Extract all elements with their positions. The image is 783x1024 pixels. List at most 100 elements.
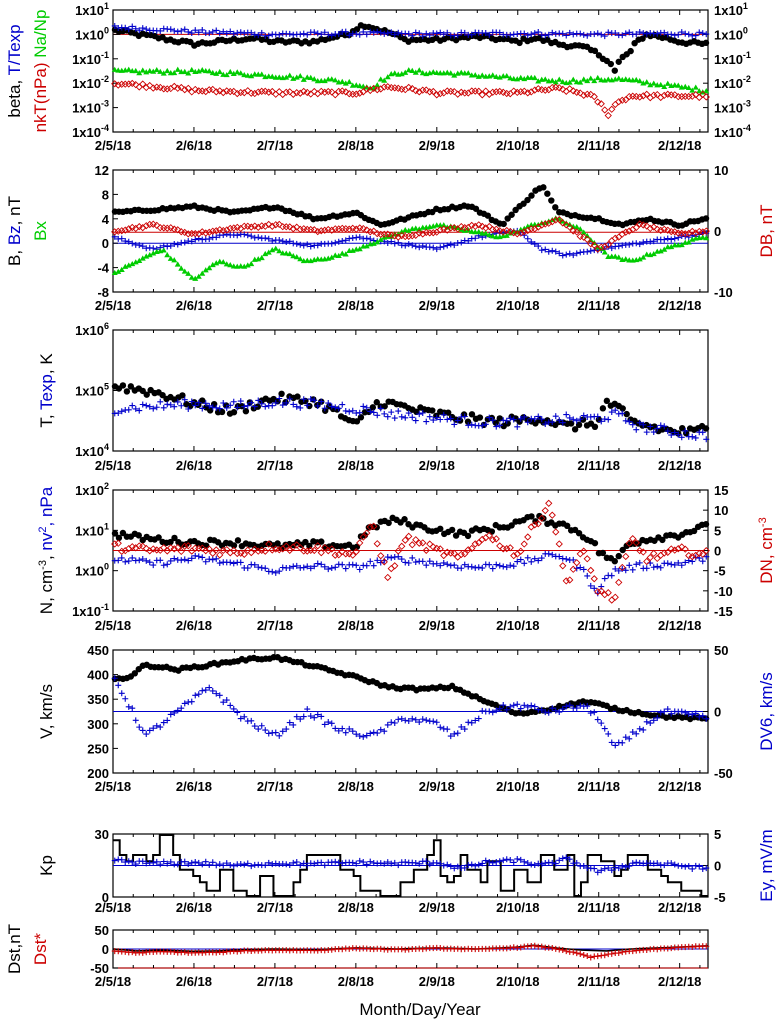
data-point bbox=[213, 555, 220, 562]
y-axis-title: T, Texp, K bbox=[37, 353, 56, 428]
data-point bbox=[226, 224, 234, 233]
data-point bbox=[380, 83, 388, 91]
data-point bbox=[402, 858, 409, 865]
data-point bbox=[419, 716, 426, 723]
data-point bbox=[486, 414, 493, 421]
data-point bbox=[185, 406, 192, 413]
data-point bbox=[594, 588, 602, 596]
data-point bbox=[524, 533, 532, 541]
data-point bbox=[475, 715, 482, 722]
data-point bbox=[583, 235, 591, 244]
data-point bbox=[678, 562, 685, 569]
data-point bbox=[304, 402, 311, 409]
data-point bbox=[514, 76, 521, 82]
data-point bbox=[136, 407, 143, 414]
data-point bbox=[356, 539, 364, 547]
data-point bbox=[136, 27, 143, 34]
data-point bbox=[685, 710, 692, 717]
y-tick-label: 1x105 bbox=[75, 382, 109, 399]
data-point bbox=[552, 79, 559, 85]
data-point bbox=[213, 234, 220, 241]
data-point bbox=[584, 703, 591, 710]
data-point bbox=[192, 552, 199, 559]
data-point bbox=[332, 858, 339, 865]
data-point bbox=[135, 83, 143, 91]
data-point bbox=[668, 945, 675, 952]
data-point bbox=[205, 86, 213, 94]
data-point bbox=[223, 226, 231, 234]
data-point bbox=[139, 80, 147, 88]
y-axis-title-2: Dst* bbox=[31, 933, 50, 966]
data-point bbox=[696, 863, 703, 870]
data-point bbox=[636, 859, 643, 866]
data-point bbox=[149, 84, 157, 92]
data-point bbox=[220, 699, 227, 706]
data-point bbox=[402, 226, 409, 233]
data-point bbox=[484, 212, 492, 219]
data-point bbox=[384, 74, 391, 80]
data-point bbox=[293, 254, 300, 260]
data-point bbox=[213, 949, 220, 956]
data-point bbox=[318, 538, 325, 545]
data-point bbox=[482, 87, 490, 95]
data-point bbox=[429, 543, 437, 551]
data-point bbox=[269, 237, 276, 244]
data-point bbox=[493, 561, 500, 568]
data-point bbox=[479, 422, 486, 429]
data-point bbox=[599, 549, 607, 557]
data-point bbox=[675, 431, 682, 438]
panel-p1: 2/5/18 2/6/18 2/7/18 2/8/18 2/9/18 2/10/18 2/1… bbox=[5, 1, 751, 153]
data-point bbox=[577, 30, 584, 37]
data-point bbox=[314, 227, 322, 236]
data-point bbox=[192, 236, 199, 243]
data-point bbox=[538, 221, 546, 229]
data-point bbox=[212, 546, 220, 554]
data-point bbox=[384, 30, 391, 37]
data-point bbox=[591, 539, 599, 547]
data-point bbox=[345, 550, 353, 558]
data-point bbox=[129, 859, 136, 866]
data-point bbox=[114, 227, 122, 235]
data-point bbox=[496, 422, 503, 429]
data-point bbox=[514, 423, 521, 430]
data-point bbox=[247, 548, 255, 557]
data-point bbox=[227, 28, 234, 35]
data-point bbox=[566, 79, 573, 85]
data-point bbox=[650, 564, 657, 571]
data-point bbox=[227, 861, 234, 868]
data-point bbox=[538, 706, 545, 713]
data-point bbox=[577, 226, 584, 232]
data-point bbox=[464, 532, 472, 540]
data-point bbox=[542, 32, 549, 39]
y-tick-label-right: 1x10-1 bbox=[714, 50, 751, 67]
data-point bbox=[618, 563, 626, 572]
data-point bbox=[668, 432, 675, 439]
data-point bbox=[230, 862, 237, 869]
data-point bbox=[339, 237, 346, 244]
data-point bbox=[296, 544, 304, 552]
y-tick-label-right: 1x100 bbox=[714, 25, 748, 42]
data-point bbox=[230, 398, 237, 405]
data-point bbox=[153, 404, 160, 411]
data-point bbox=[391, 31, 398, 38]
data-point bbox=[268, 222, 276, 230]
data-point bbox=[542, 860, 549, 867]
data-point bbox=[517, 547, 525, 555]
data-point bbox=[258, 400, 265, 407]
data-point bbox=[671, 861, 678, 868]
data-point bbox=[233, 223, 241, 232]
data-point bbox=[556, 709, 563, 716]
data-point bbox=[633, 240, 640, 247]
data-point bbox=[171, 709, 178, 716]
data-point bbox=[209, 28, 216, 35]
data-point bbox=[195, 399, 202, 406]
data-point bbox=[531, 861, 538, 868]
data-point bbox=[314, 711, 321, 718]
data-point bbox=[335, 252, 342, 259]
data-point bbox=[587, 75, 594, 81]
data-point bbox=[650, 238, 657, 245]
data-point bbox=[566, 576, 574, 584]
data-point bbox=[426, 32, 433, 39]
data-point bbox=[157, 724, 164, 731]
data-point bbox=[255, 726, 262, 733]
